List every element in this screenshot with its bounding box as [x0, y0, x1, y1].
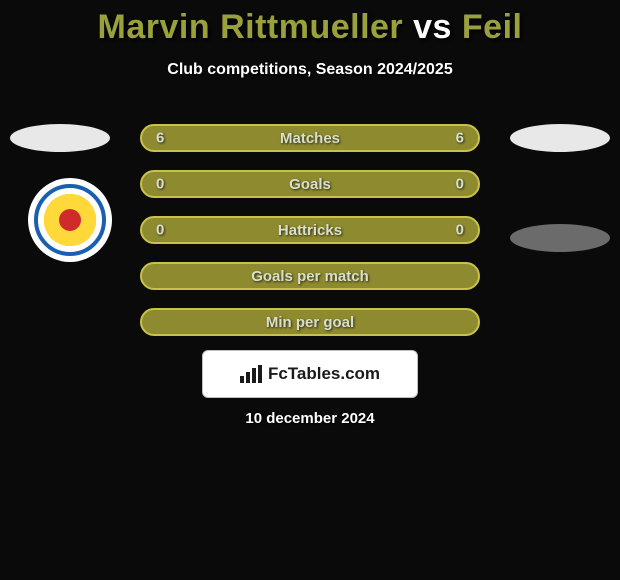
stat-bar: Goals per match: [140, 262, 480, 290]
stat-bar: 0 Goals 0: [140, 170, 480, 198]
player1-photo-placeholder: [10, 124, 110, 152]
stat-bar: 0 Hattricks 0: [140, 216, 480, 244]
page-title: Marvin Rittmueller vs Feil: [0, 0, 620, 47]
row-goals-per-match: Goals per match: [0, 258, 620, 304]
bar-chart-icon: [240, 365, 262, 383]
stat-right-value: 0: [456, 222, 464, 239]
subtitle: Club competitions, Season 2024/2025: [0, 61, 620, 79]
date-text: 10 december 2024: [0, 410, 620, 427]
stat-bar: Min per goal: [140, 308, 480, 336]
brand-text: FcTables.com: [268, 364, 380, 384]
row-min-per-goal: Min per goal: [0, 304, 620, 350]
player1-club-badge: [28, 178, 112, 262]
club-badge-icon: [34, 184, 106, 256]
stat-label: Min per goal: [266, 314, 354, 331]
brand-box: FcTables.com: [202, 350, 418, 398]
stat-left-value: 0: [156, 222, 164, 239]
row-matches: 6 Matches 6: [0, 120, 620, 166]
stat-label: Goals: [289, 176, 331, 193]
stat-right-value: 0: [456, 176, 464, 193]
title-player2: Feil: [462, 8, 523, 46]
stat-right-value: 6: [456, 130, 464, 147]
stat-label: Hattricks: [278, 222, 342, 239]
title-player1: Marvin Rittmueller: [98, 8, 404, 46]
player2-photo-placeholder: [510, 124, 610, 152]
title-vs: vs: [413, 8, 452, 46]
stat-bar: 6 Matches 6: [140, 124, 480, 152]
stat-label: Goals per match: [251, 268, 369, 285]
stat-left-value: 6: [156, 130, 164, 147]
stat-label: Matches: [280, 130, 340, 147]
stat-left-value: 0: [156, 176, 164, 193]
